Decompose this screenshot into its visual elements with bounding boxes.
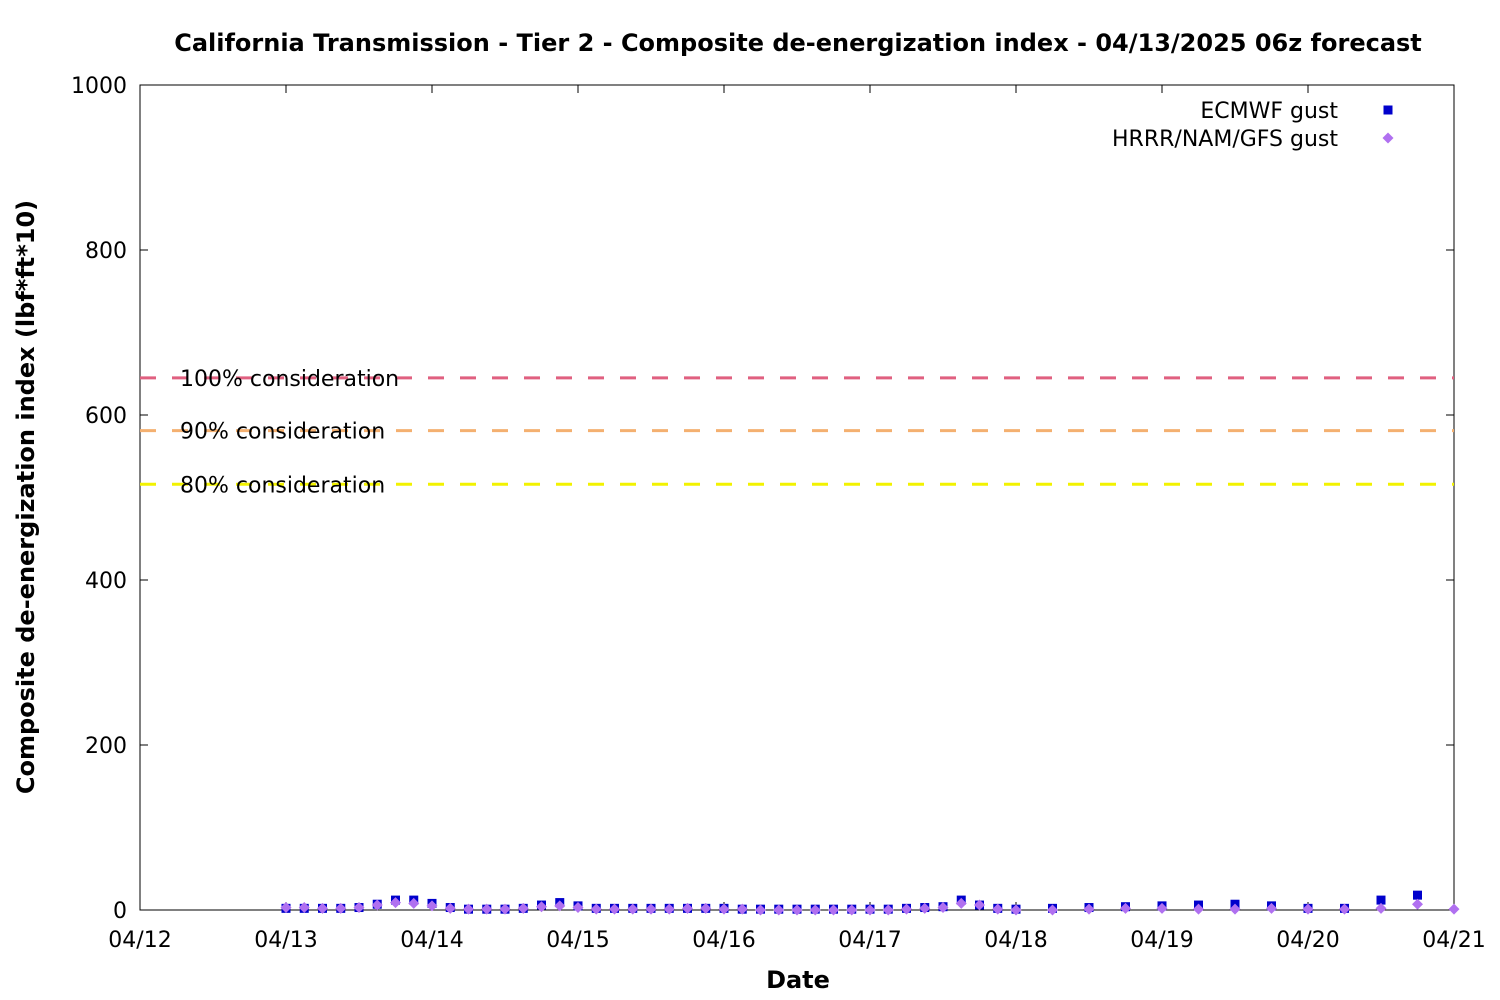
reference-line-label: 80% consideration [180,473,385,498]
hrrr-point [1412,898,1423,910]
hrrr-point [1229,903,1241,915]
hrrr-point [371,899,383,911]
x-tick-label: 04/19 [1130,928,1193,953]
hrrr-point [408,897,420,909]
x-tick-label: 04/21 [1422,928,1485,953]
hrrr-point [554,900,566,912]
reference-line-label: 100% consideration [180,367,399,392]
x-tick-label: 04/13 [254,928,317,953]
hrrr-point [919,902,931,914]
hrrr-point [317,902,328,914]
hrrr-point [718,903,730,915]
hrrr-point [335,902,347,914]
hrrr-point [645,903,657,915]
hrrr-point [955,897,967,909]
hrrr-point [609,903,620,915]
x-tick-label: 04/16 [692,928,755,953]
x-tick-label: 04/20 [1276,928,1339,953]
chart-title: California Transmission - Tier 2 - Compo… [174,29,1422,57]
hrrr-point [974,899,985,911]
hrrr-point [536,901,547,913]
hrrr-point [463,903,474,915]
hrrr-point [390,897,401,909]
hrrr-point [1193,903,1204,915]
hrrr-point [481,903,493,915]
hrrr-point [937,902,949,914]
legend-marker-diamond [1382,132,1394,144]
y-tick-label: 0 [113,899,127,924]
hrrr-point [298,902,310,914]
hrrr-point [590,903,602,915]
hrrr-point [499,903,511,915]
x-axis-label: Date [766,966,830,994]
y-tick-label: 600 [85,404,127,429]
y-tick-label: 1000 [71,74,127,99]
hrrr-point [700,902,712,914]
hrrr-point [992,903,1004,915]
hrrr-point [1448,903,1460,915]
hrrr-point [736,903,748,915]
hrrr-point [572,902,584,914]
y-tick-label: 400 [85,569,127,594]
hrrr-point [1047,904,1058,916]
y-axis-label: Composite de-energization index (lbf*ft*… [12,200,40,794]
x-tick-label: 04/15 [546,928,609,953]
hrrr-point [846,904,858,916]
x-tick-label: 04/17 [838,928,901,953]
hrrr-point [901,903,912,915]
hrrr-point [1120,902,1131,914]
hrrr-point [517,902,529,914]
plot-area: 04/12 04/13 04/14 04/15 04/16 04/17 04/18 04/19… [71,74,1486,953]
hrrr-point [755,904,766,916]
hrrr-point [280,902,292,914]
legend-label: ECMWF gust [1200,99,1338,124]
y-tick-label: 200 [85,734,127,759]
x-tick-label: 04/14 [400,928,463,953]
hrrr-point [663,903,675,915]
ecmwf-point [1376,895,1386,905]
legend-marker-square [1383,105,1393,115]
hrrr-point [828,904,839,916]
hrrr-point [773,904,785,916]
hrrr-point [1266,902,1277,914]
hrrr-point [1339,903,1350,915]
hrrr-point [426,900,438,912]
hrrr-point [809,904,821,916]
y-tick-label: 800 [85,239,127,264]
hrrr-point [1010,904,1022,916]
hrrr-point [444,902,456,914]
hrrr-point [1302,903,1314,915]
hrrr-point [1375,902,1387,914]
reference-line-label: 90% consideration [180,420,385,445]
hrrr-point [882,904,894,916]
legend-label: HRRR/NAM/GFS gust [1112,127,1338,152]
hrrr-point [1083,903,1095,915]
hrrr-point [1156,902,1168,914]
hrrr-point [682,902,693,914]
hrrr-point [627,903,639,915]
hrrr-point [353,902,365,914]
hrrr-point [791,904,803,916]
x-tick-label: 04/18 [984,928,1047,953]
x-tick-label: 04/12 [108,928,171,953]
hrrr-point [864,904,876,916]
ecmwf-point [1413,890,1422,900]
